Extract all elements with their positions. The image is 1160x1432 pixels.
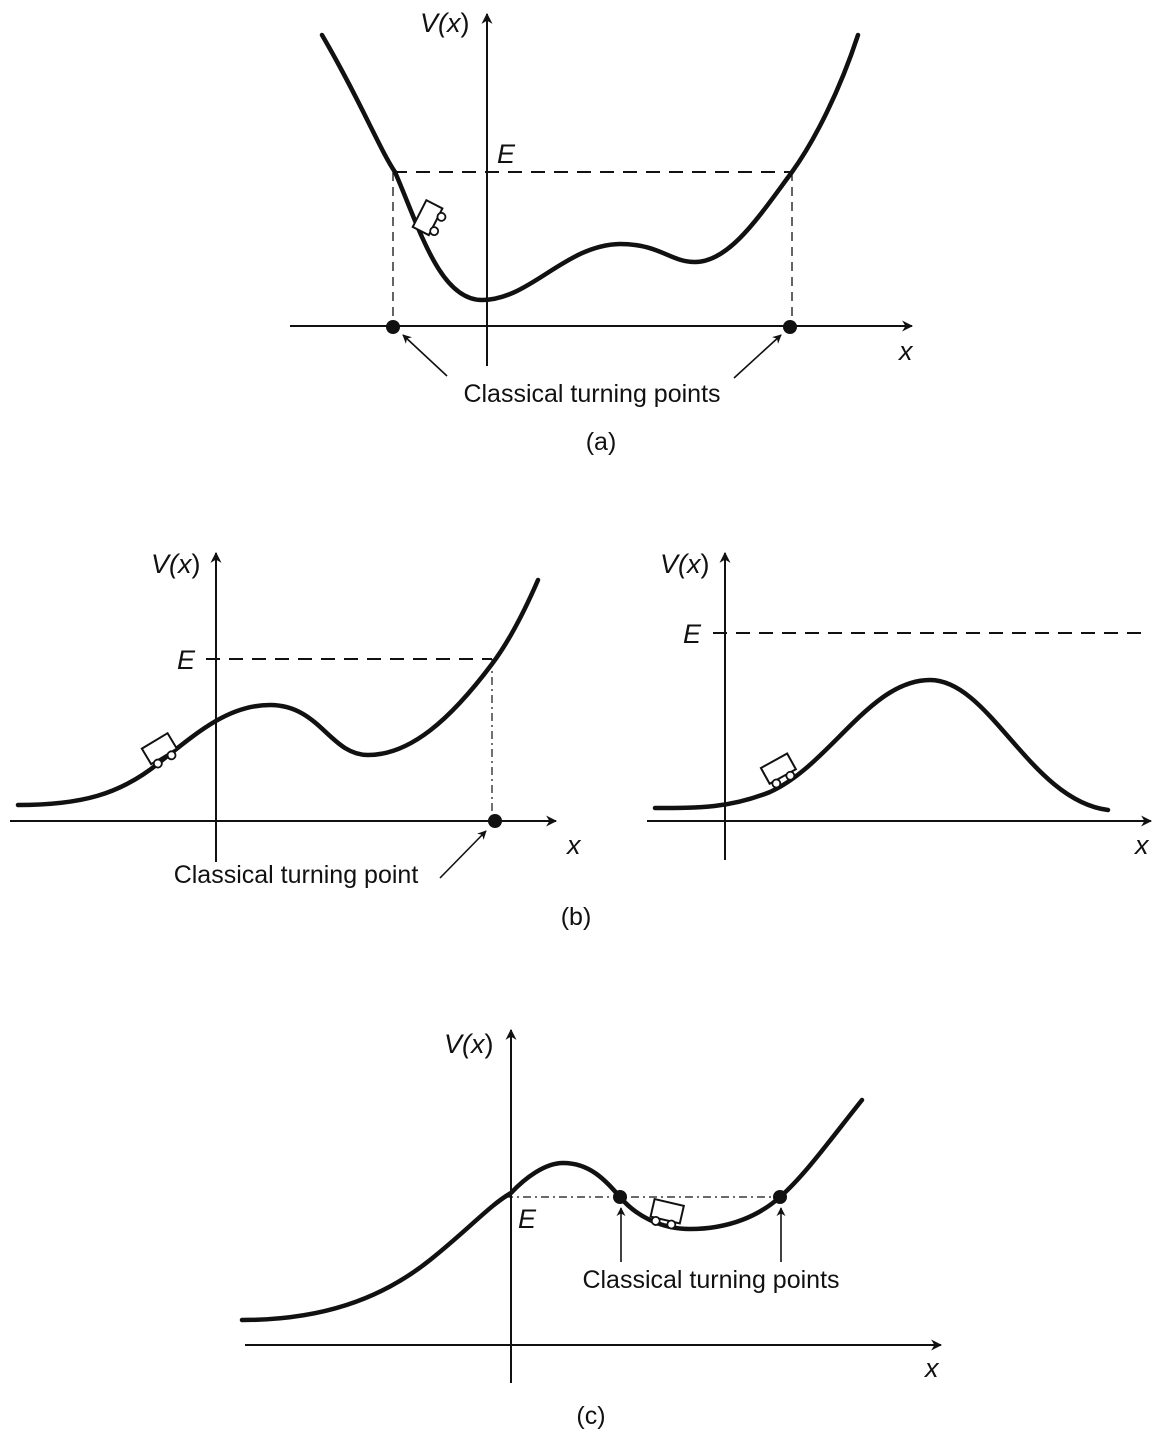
panel-b-right: V(x) E x [647,549,1153,860]
panel-c-annotation: Classical turning points [582,1266,839,1294]
panel-b-caption: (b) [561,903,592,931]
panel-a-annotation: Classical turning points [463,380,720,408]
panel-a-arrow-left [402,334,448,377]
panel-b-left-x-axis-label: x [565,830,582,860]
panel-b-left-annotation: Classical turning point [174,861,419,889]
panel-b-left-y-axis-label: V(x) [151,549,201,579]
panel-a-x-axis-label: x [897,336,914,366]
panel-c: V(x) E x Classical turning points (c) [239,1028,943,1430]
panel-c-turning-point-right [773,1190,787,1204]
panel-a: V(x) E x Classical turning points (a) [290,8,914,456]
panel-a-cart-icon [411,198,447,237]
panel-a-turning-point-left [386,320,400,334]
panel-b-left-cart-icon [140,731,179,769]
panel-a-turning-point-right [783,320,797,334]
panel-a-y-axis-label: V(x) [420,8,470,38]
panel-a-potential-curve [319,32,861,303]
panel-c-caption: (c) [576,1402,605,1430]
panel-b-left-arrow [439,830,487,879]
panel-b-right-energy-label: E [683,619,702,649]
panel-a-caption: (a) [586,428,617,456]
panel-c-x-axis-label: x [923,1353,940,1383]
panel-b-left-turning-point [488,814,502,828]
panel-b-left: V(x) E x Classical turning point [10,549,582,889]
panel-a-energy-label: E [497,139,516,169]
panel-b-right-x-axis-label: x [1133,830,1150,860]
panel-c-energy-label: E [518,1204,537,1234]
panel-b-right-y-axis-label: V(x) [660,549,710,579]
panel-c-cart-icon [649,1197,686,1230]
panel-c-turning-point-left [613,1190,627,1204]
panel-c-y-axis-label: V(x) [444,1029,494,1059]
panel-a-arrow-right [733,334,782,379]
panel-b-left-potential-curve [15,577,541,808]
panel-b-right-potential-curve [652,677,1111,813]
panel-b-right-cart-icon [759,752,798,789]
panel-b-left-energy-label: E [177,645,196,675]
